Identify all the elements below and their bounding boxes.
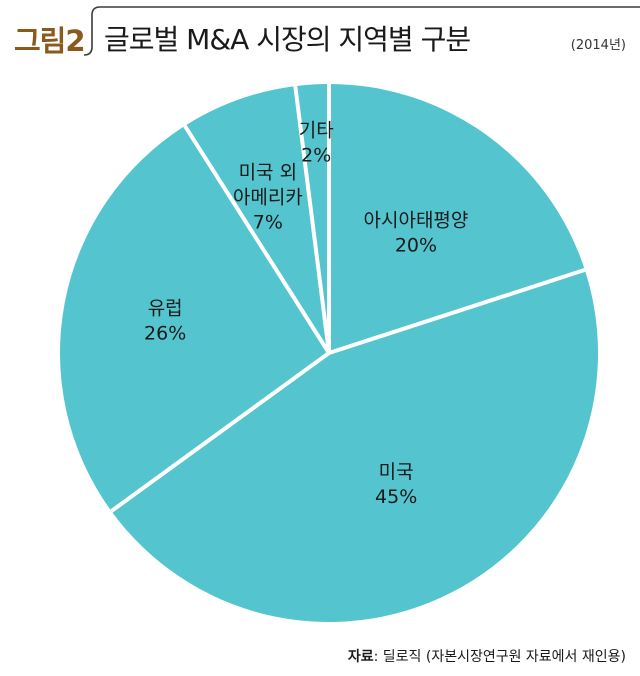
slice-value-label: 26%: [144, 323, 186, 345]
title-bracket-decoration: [83, 6, 640, 56]
slice-category-label: 아메리카: [233, 186, 303, 208]
slice-value-label: 20%: [395, 234, 437, 256]
chart-header: 그림2 글로벌 M&A 시장의 지역별 구분 (2014년): [0, 0, 640, 64]
slice-divider: [183, 124, 331, 355]
slice-category-label: 미국: [379, 461, 414, 483]
pie-slice-europe: [60, 125, 330, 512]
slice-value-label: 7%: [253, 211, 283, 233]
source-note: 자료: 딜로직 (자본시장연구원 자료에서 재인용): [348, 646, 626, 666]
pie-slice-americas-excluding-us: [184, 86, 329, 353]
slice-label-united-states: 미국 45%: [375, 461, 417, 508]
pie-slice-united-states: [111, 269, 599, 623]
slice-category-label: 기타: [299, 120, 334, 142]
slice-value-label: 45%: [375, 486, 417, 508]
slice-divider: [328, 267, 586, 355]
slice-label-asia-pacific: 아시아태평양 20%: [364, 209, 469, 256]
chart-title: 글로벌 M&A 시장의 지역별 구분: [104, 23, 471, 56]
slice-category-label: 아시아태평양: [364, 209, 469, 231]
slice-value-label: 2%: [301, 145, 331, 167]
pie-slice-asia-pacific: [329, 84, 585, 353]
slice-category-label: 유럽: [148, 298, 183, 320]
figure-label: 그림2: [14, 24, 86, 58]
source-key: 자료: [347, 649, 374, 665]
slice-divider: [293, 85, 331, 354]
slice-label-europe: 유럽 26%: [144, 298, 186, 345]
slice-divider: [110, 351, 331, 513]
source-text: : 딜로직 (자본시장연구원 자료에서 재인용): [373, 649, 626, 665]
chart-year: (2014년): [570, 38, 626, 53]
slice-label-other: 기타 2%: [299, 120, 334, 167]
slice-category-label: 미국 외: [239, 161, 297, 183]
